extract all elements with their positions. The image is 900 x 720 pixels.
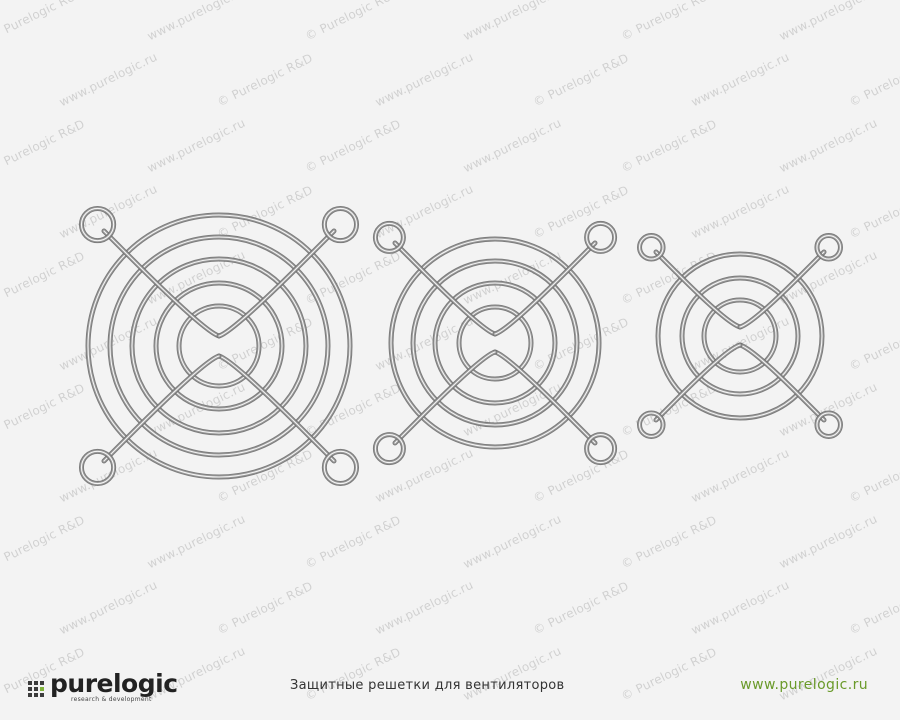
guard-wire bbox=[103, 355, 220, 462]
image-caption: Защитные решетки для вентиляторов bbox=[290, 678, 565, 693]
guard-wire bbox=[394, 351, 496, 444]
guard-wire bbox=[218, 355, 335, 462]
guard-wire bbox=[394, 242, 496, 335]
guard-ring bbox=[638, 412, 664, 438]
guard-ring bbox=[657, 253, 823, 419]
guard-wire bbox=[494, 242, 596, 335]
logo-wordmark: purelogic bbox=[50, 669, 178, 698]
guard-ring bbox=[131, 258, 307, 434]
guard-ring bbox=[586, 222, 616, 252]
guard-ring bbox=[390, 238, 600, 448]
guard-ring bbox=[681, 277, 799, 395]
guard-ring bbox=[109, 236, 329, 456]
guard-wire bbox=[393, 350, 497, 445]
guard-ring bbox=[586, 434, 616, 464]
website-link[interactable]: www.purelogic.ru bbox=[740, 677, 868, 693]
guard-ring bbox=[323, 450, 358, 485]
guard-ring bbox=[87, 214, 351, 478]
guard-wire bbox=[493, 350, 597, 445]
guard-wire bbox=[655, 251, 741, 328]
guard-ring bbox=[458, 306, 532, 380]
guard-ring bbox=[80, 207, 115, 242]
logo-tagline: research & development bbox=[71, 696, 152, 703]
fan-guard-medium bbox=[372, 220, 618, 466]
guard-wire bbox=[739, 344, 825, 421]
footer-bar: purelogic research & development Защитны… bbox=[0, 668, 900, 708]
logo-mark-icon bbox=[28, 681, 48, 701]
guard-ring bbox=[412, 260, 578, 426]
guard-wire bbox=[493, 241, 597, 336]
guard-ring bbox=[374, 222, 404, 252]
guard-wire bbox=[494, 351, 596, 444]
guard-ring bbox=[703, 299, 777, 373]
fan-guard-large bbox=[78, 205, 360, 487]
guard-ring bbox=[178, 305, 260, 387]
guard-wire bbox=[739, 251, 825, 328]
guard-wire bbox=[393, 241, 497, 336]
guard-ring bbox=[638, 234, 664, 260]
guard-wire bbox=[655, 344, 741, 421]
guard-ring bbox=[155, 282, 283, 410]
guard-ring bbox=[434, 282, 556, 404]
guard-wire bbox=[218, 230, 335, 337]
guard-ring bbox=[80, 450, 115, 485]
guard-ring bbox=[816, 412, 842, 438]
guard-ring bbox=[374, 434, 404, 464]
guard-ring bbox=[816, 234, 842, 260]
purelogic-logo[interactable]: purelogic research & development bbox=[28, 669, 188, 706]
fan-guard-small bbox=[637, 233, 843, 439]
guard-ring bbox=[323, 207, 358, 242]
guard-wire bbox=[103, 230, 220, 337]
